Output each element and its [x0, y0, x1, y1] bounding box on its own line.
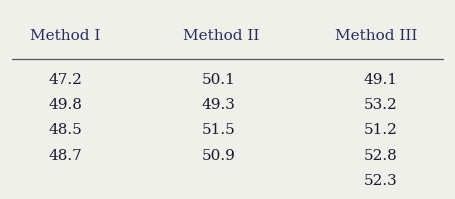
Text: 52.3: 52.3	[364, 174, 397, 188]
Text: 51.5: 51.5	[202, 123, 235, 138]
Text: 53.2: 53.2	[364, 98, 397, 112]
Text: 47.2: 47.2	[49, 73, 83, 87]
Text: 52.8: 52.8	[364, 149, 397, 163]
Text: 49.8: 49.8	[49, 98, 83, 112]
Text: Method I: Method I	[30, 29, 100, 43]
Text: Method III: Method III	[335, 29, 418, 43]
Text: 50.9: 50.9	[202, 149, 235, 163]
Text: 51.2: 51.2	[364, 123, 397, 138]
Text: 49.1: 49.1	[363, 73, 397, 87]
Text: Method II: Method II	[182, 29, 259, 43]
Text: 48.7: 48.7	[49, 149, 82, 163]
Text: 49.3: 49.3	[202, 98, 235, 112]
Text: 48.5: 48.5	[49, 123, 82, 138]
Text: 50.1: 50.1	[202, 73, 235, 87]
